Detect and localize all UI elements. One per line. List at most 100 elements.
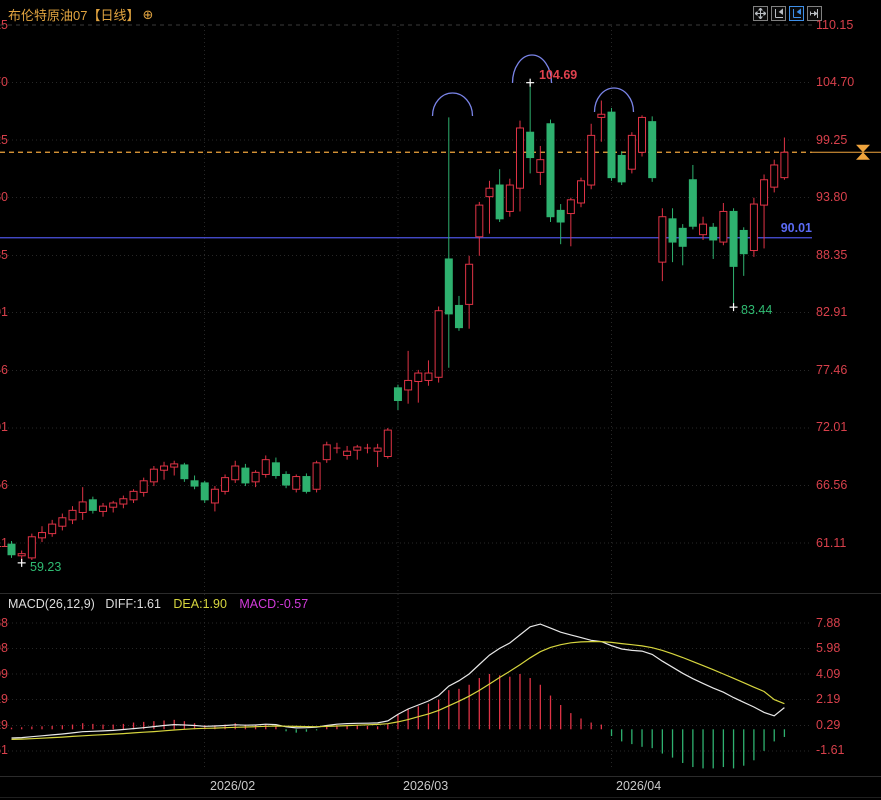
candle [109, 500, 118, 513]
candle [749, 197, 758, 257]
low-price-annotation-83: 83.44 [741, 303, 773, 317]
diff-value-label: DIFF:1.61 [105, 597, 161, 611]
arc-drawing-annotation[interactable] [431, 92, 474, 117]
price-axis-label: 66.56 [816, 477, 848, 492]
pan-move-tool-button[interactable] [753, 6, 768, 21]
candle [729, 208, 738, 308]
candle [190, 475, 199, 490]
add-compare-icon[interactable]: ⊕ [142, 6, 154, 22]
x-axis-label-mar: 2026/03 [403, 779, 449, 793]
price-axis-label-left: 72.01 [0, 420, 8, 435]
candle [58, 513, 67, 531]
candle [658, 208, 667, 282]
diff-line [11, 623, 785, 739]
candle [149, 466, 158, 487]
macd-axis-label-left: 0.29 [0, 717, 8, 732]
price-axis-label-left: 82.91 [0, 305, 8, 320]
candle [414, 369, 423, 403]
candle [139, 477, 148, 497]
dea-value-label: DEA:1.90 [173, 597, 227, 611]
price-axis-label-left: 104.70 [0, 75, 8, 90]
axis-left-icon [775, 8, 783, 18]
macd-axis-label-left: -1.61 [0, 743, 8, 758]
candle [363, 443, 371, 454]
candle [88, 496, 97, 514]
arc-drawing-annotation[interactable] [511, 54, 553, 84]
price-axis-label-left: 88.35 [0, 247, 8, 262]
candle [343, 445, 352, 460]
candle [231, 460, 240, 483]
axis-scale-right-button[interactable] [807, 6, 822, 21]
price-axis-label-left: 99.25 [0, 132, 8, 147]
axis-scale-auto-button[interactable] [789, 6, 804, 21]
reference-line-layer[interactable] [0, 144, 881, 239]
price-axis-label-left: 66.56 [0, 477, 8, 492]
chart-title-bar: 布伦特原油07【日线】 ⊕ [8, 5, 153, 24]
candle [424, 360, 433, 386]
candle [38, 526, 47, 543]
candle [495, 169, 504, 222]
candle [505, 178, 514, 217]
candle [180, 462, 189, 482]
candle [760, 174, 769, 249]
price-axis-label: 99.25 [816, 132, 848, 147]
macd-axis-label: 0.29 [816, 717, 841, 732]
candle [770, 159, 779, 193]
candle [699, 216, 708, 240]
candle [221, 474, 230, 495]
candle [465, 255, 474, 329]
extremum-cross-marker [526, 78, 535, 87]
annotation-layer[interactable] [17, 54, 738, 567]
macd-axis-label-left: 2.19 [0, 692, 8, 707]
price-axis-label: 82.91 [816, 305, 848, 320]
candle [556, 204, 565, 245]
candle [129, 489, 138, 503]
macd-axis-label: 2.19 [816, 692, 841, 707]
candle [200, 480, 209, 503]
extremum-cross-marker [729, 303, 738, 312]
macd-value-label: MACD:-0.57 [239, 597, 309, 611]
candle [27, 533, 36, 561]
macd-axis-label-left: 5.98 [0, 641, 8, 656]
macd-axis-label: 5.98 [816, 641, 841, 656]
move-icon [755, 8, 766, 19]
candle [668, 208, 677, 263]
candle [78, 487, 87, 520]
candle [678, 224, 687, 266]
candle [404, 350, 413, 404]
dea-line [11, 640, 785, 740]
candle [68, 506, 77, 525]
candle [688, 164, 697, 230]
candle [454, 295, 463, 331]
last-price-axis-marker [856, 144, 870, 160]
arc-drawing-annotation[interactable] [593, 87, 635, 113]
price-axis-label: 61.11 [816, 535, 847, 550]
instrument-title: 布伦特原油07【日线】 [8, 8, 140, 23]
price-axis-label: 72.01 [816, 420, 848, 435]
candle [475, 201, 484, 256]
candlestick-series[interactable] [7, 82, 789, 563]
candle [566, 197, 575, 247]
chart-toolbar [753, 6, 822, 21]
price-axis-label: 104.70 [816, 75, 855, 90]
candle [302, 473, 311, 494]
macd-axis-label: 7.88 [816, 615, 841, 630]
macd-line-series[interactable] [11, 623, 785, 740]
axis-scale-left-button[interactable] [771, 6, 786, 21]
candle [536, 145, 545, 186]
candle [617, 151, 626, 186]
candle [587, 123, 596, 190]
candle [292, 474, 301, 493]
candle [444, 117, 453, 368]
x-axis-label-feb: 2026/02 [210, 779, 256, 793]
gridline-layer [0, 24, 881, 798]
candle [322, 441, 331, 463]
candle [210, 486, 219, 512]
macd-params-label: MACD(26,12,9) [8, 597, 95, 611]
axis-auto-icon [793, 8, 801, 18]
x-axis-label-apr: 2026/04 [616, 779, 662, 793]
candle [261, 455, 270, 478]
candle [607, 107, 616, 181]
